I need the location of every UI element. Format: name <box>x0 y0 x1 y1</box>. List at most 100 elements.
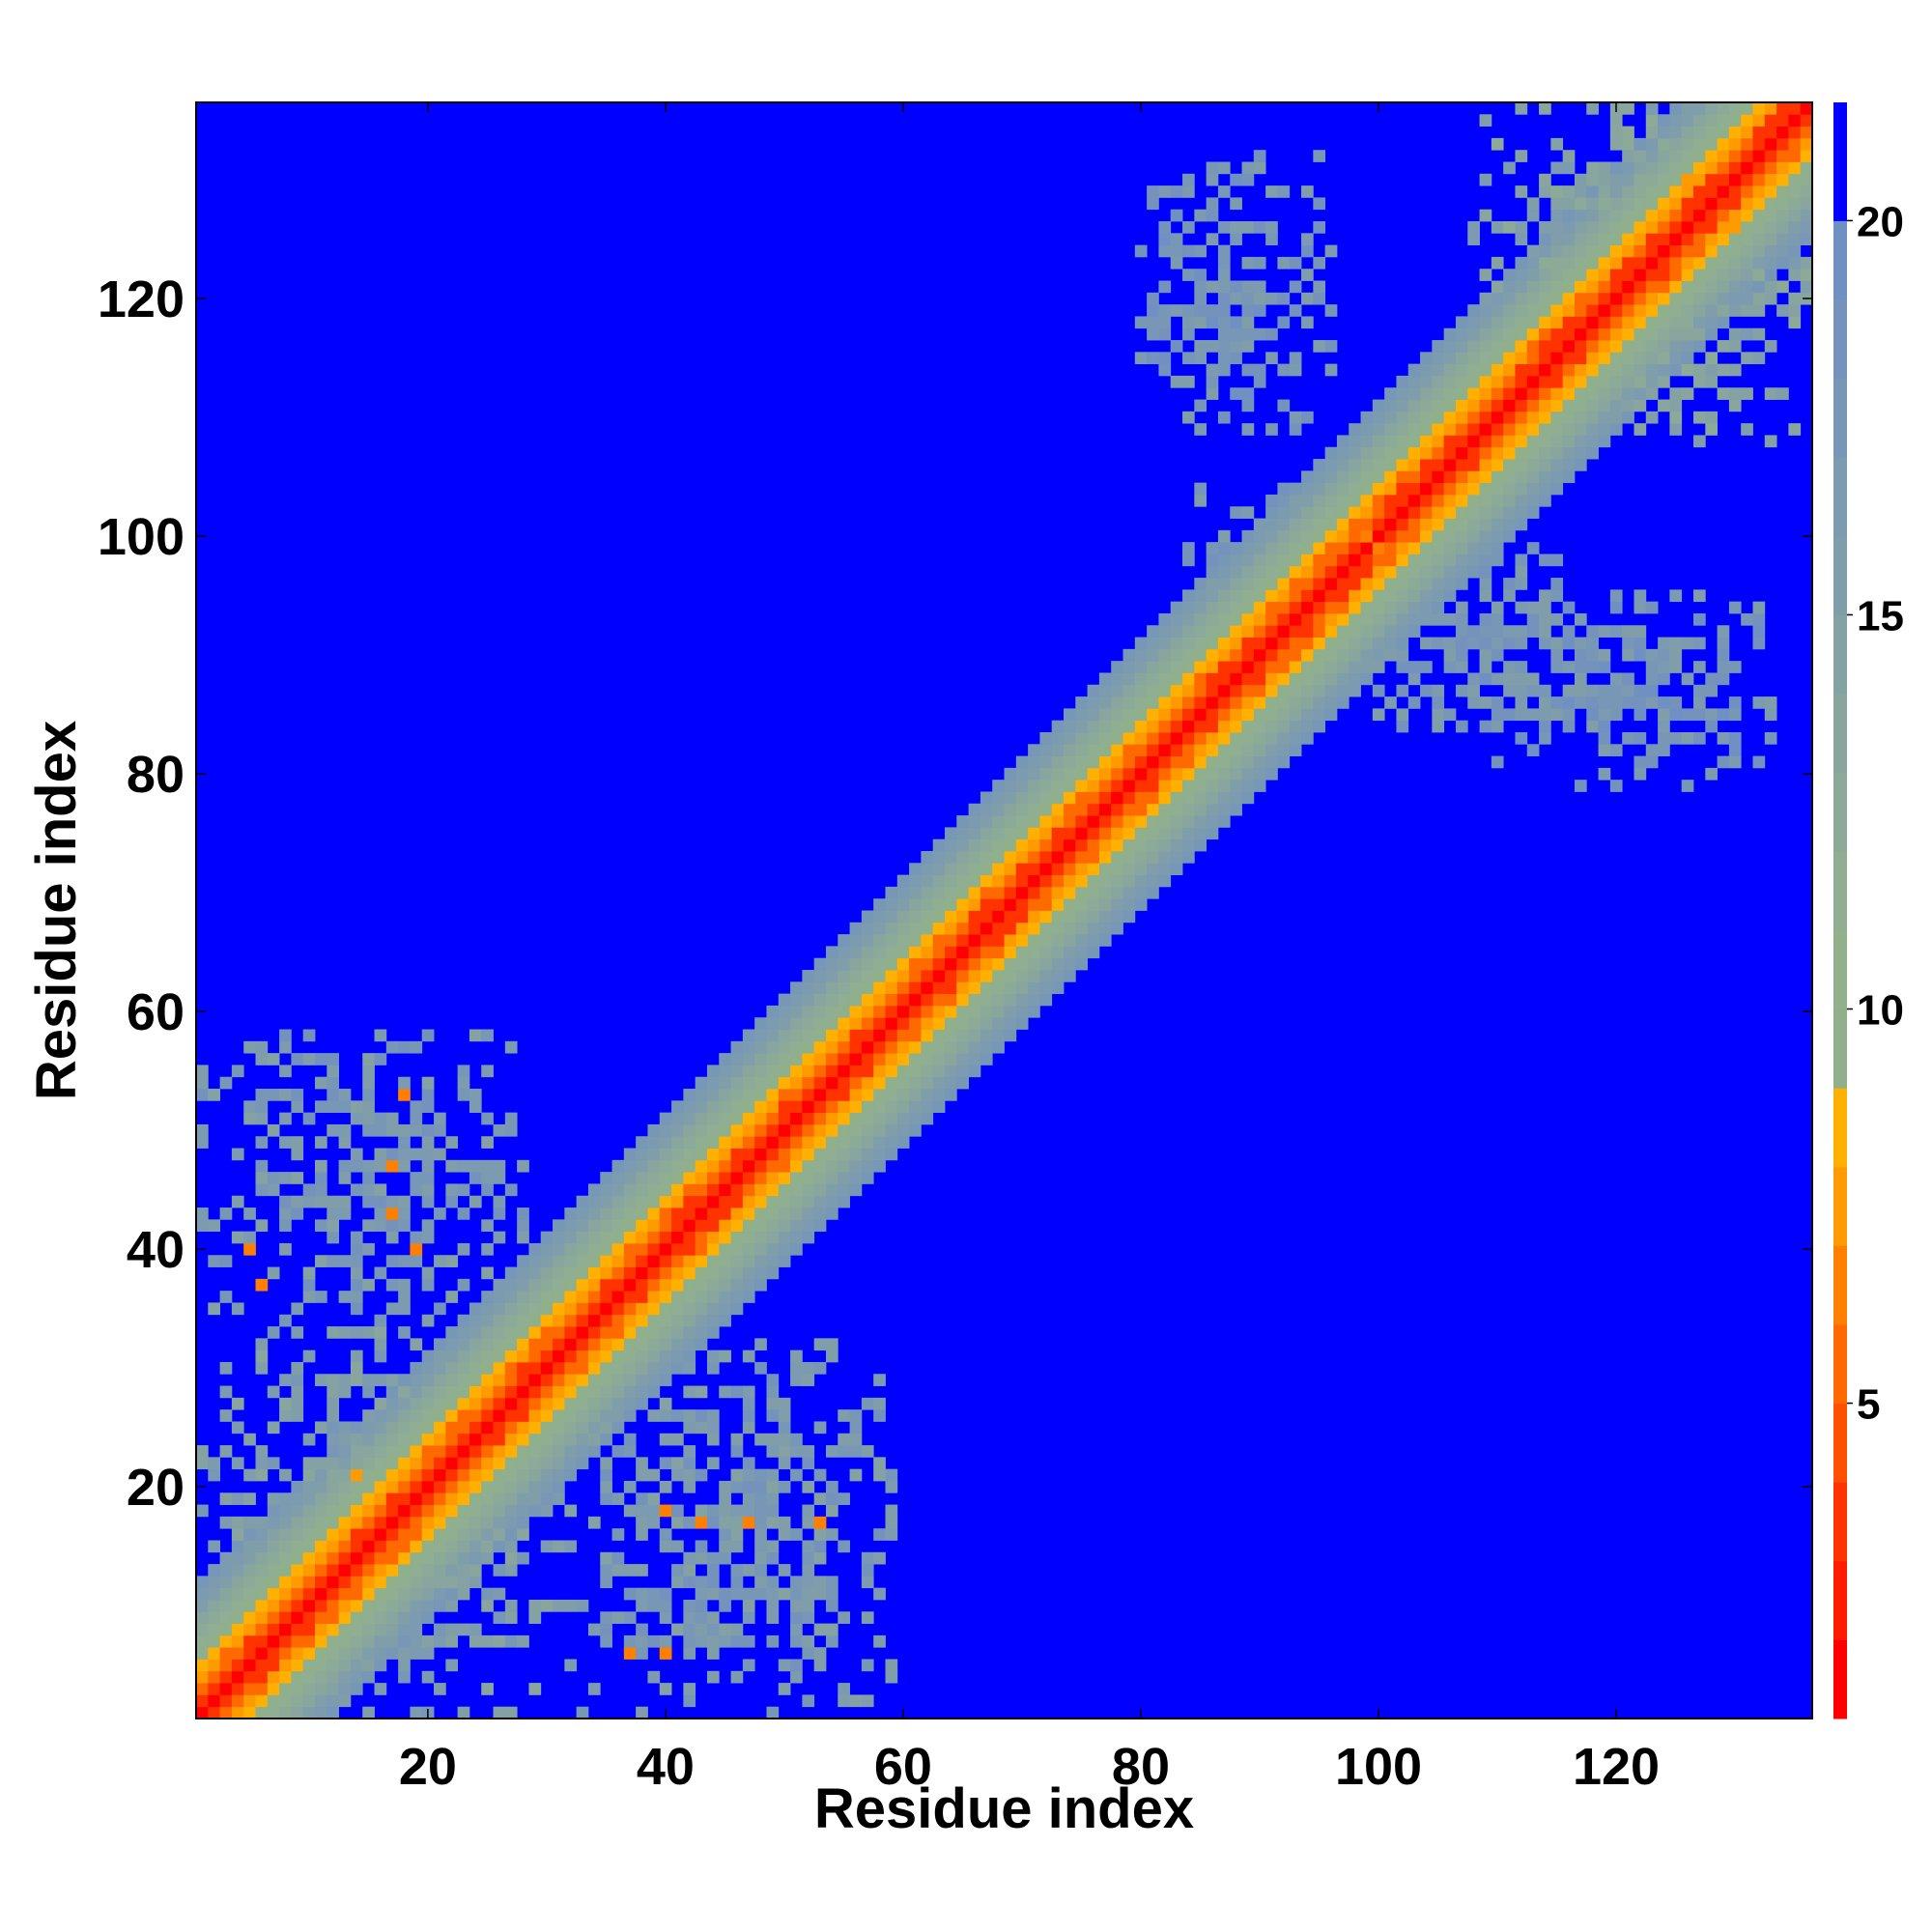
heatmap-cell <box>1087 850 1100 864</box>
heatmap-cell <box>849 1421 863 1435</box>
heatmap-cell <box>611 1159 625 1173</box>
heatmap-cell <box>1194 637 1208 650</box>
heatmap-cell <box>921 1017 934 1030</box>
heatmap-cell <box>802 1540 815 1553</box>
heatmap-cell <box>327 1065 340 1078</box>
heatmap-cell <box>1087 863 1100 875</box>
heatmap-cell <box>932 1100 946 1114</box>
heatmap-cell <box>1122 863 1136 875</box>
heatmap-cell <box>1574 696 1587 709</box>
heatmap-cell <box>1111 720 1123 733</box>
heatmap-cell <box>944 993 957 1007</box>
heatmap-cell <box>374 1445 387 1458</box>
heatmap-cell <box>302 1291 316 1303</box>
heatmap-cell <box>1087 946 1100 959</box>
y-tick-label: 100 <box>98 508 185 566</box>
heatmap-cell <box>778 1040 791 1054</box>
heatmap-cell <box>1217 185 1231 198</box>
heatmap-cell <box>1039 791 1053 805</box>
heatmap-cell <box>1788 126 1802 139</box>
heatmap-cell <box>398 1445 411 1458</box>
heatmap-cell <box>1609 340 1623 353</box>
heatmap-cell <box>1645 197 1659 211</box>
heatmap-cell <box>1265 578 1278 590</box>
heatmap-cell <box>600 1338 612 1351</box>
heatmap-cell <box>291 1623 304 1636</box>
heatmap-cell <box>611 1338 625 1351</box>
heatmap-cell <box>778 1076 791 1090</box>
heatmap-cell <box>1217 578 1231 590</box>
heatmap-cell <box>1562 352 1576 365</box>
heatmap-cell <box>362 1089 375 1101</box>
heatmap-cell <box>1064 720 1076 733</box>
heatmap-cell <box>623 1374 637 1386</box>
heatmap-cell <box>1230 173 1242 186</box>
heatmap-cell <box>398 1528 411 1541</box>
heatmap-cell <box>1241 578 1255 590</box>
heatmap-cell <box>1526 316 1540 329</box>
heatmap-cell <box>1075 744 1089 756</box>
heatmap-cell <box>1170 648 1183 662</box>
heatmap-cell <box>802 1172 815 1184</box>
heatmap-cell <box>587 1623 601 1636</box>
heatmap-cell <box>327 1540 340 1553</box>
heatmap-cell <box>719 1385 731 1399</box>
heatmap-cell <box>1111 922 1123 935</box>
heatmap-cell <box>1681 280 1694 294</box>
heatmap-cell <box>956 874 969 888</box>
heatmap-cell <box>861 934 874 947</box>
heatmap-cell <box>1443 565 1457 579</box>
heatmap-cell <box>861 1040 874 1054</box>
heatmap-cell <box>481 1492 494 1505</box>
heatmap-cell <box>1609 126 1623 139</box>
heatmap-cell <box>671 1338 684 1351</box>
heatmap-cell <box>1241 780 1255 792</box>
heatmap-cell <box>706 1242 720 1256</box>
heatmap-cell <box>302 1634 316 1648</box>
heatmap-cell <box>434 1634 446 1648</box>
heatmap-cell <box>1158 850 1172 864</box>
heatmap-cell <box>1658 672 1670 686</box>
heatmap-cell <box>1206 708 1219 722</box>
heatmap-cell <box>1289 625 1302 638</box>
heatmap-cell <box>1051 981 1065 995</box>
heatmap-cell <box>968 957 981 971</box>
heatmap-cell <box>1147 327 1159 341</box>
heatmap-cell <box>719 1302 731 1316</box>
heatmap-cell <box>719 1100 731 1114</box>
heatmap-cell <box>778 1005 791 1018</box>
heatmap-cell <box>1752 102 1766 115</box>
heatmap-cell <box>766 1599 780 1612</box>
heatmap-cell <box>434 1540 446 1553</box>
heatmap-cell <box>540 1492 554 1505</box>
heatmap-cell <box>1039 767 1053 781</box>
heatmap-cell <box>790 1587 803 1601</box>
heatmap-cell <box>434 1445 446 1458</box>
heatmap-cell <box>421 1159 435 1173</box>
heatmap-cell <box>1669 340 1683 353</box>
heatmap-cell <box>671 1302 684 1316</box>
heatmap-cell <box>196 1694 209 1708</box>
heatmap-cell <box>1230 612 1242 626</box>
heatmap-cell <box>600 1219 612 1233</box>
heatmap-cell <box>813 1587 827 1601</box>
heatmap-cell <box>576 1291 589 1303</box>
heatmap-cell <box>1515 340 1528 353</box>
heatmap-cell <box>861 1005 874 1018</box>
heatmap-cell <box>1170 672 1183 686</box>
heatmap-cell <box>896 922 910 935</box>
heatmap-cell <box>1277 185 1291 198</box>
heatmap-cell <box>683 1385 696 1399</box>
heatmap-cell <box>1741 423 1753 436</box>
heatmap-cell <box>315 1195 327 1208</box>
colorbar-level <box>1833 1560 1847 1640</box>
heatmap-cell <box>944 850 957 864</box>
heatmap-cell <box>1692 708 1706 722</box>
heatmap-cell <box>1622 126 1634 139</box>
heatmap-cell <box>398 1587 411 1601</box>
heatmap-cell <box>1479 411 1492 424</box>
heatmap-cell <box>1015 910 1029 923</box>
heatmap-cell <box>208 1659 220 1672</box>
heatmap-cell <box>553 1338 565 1351</box>
